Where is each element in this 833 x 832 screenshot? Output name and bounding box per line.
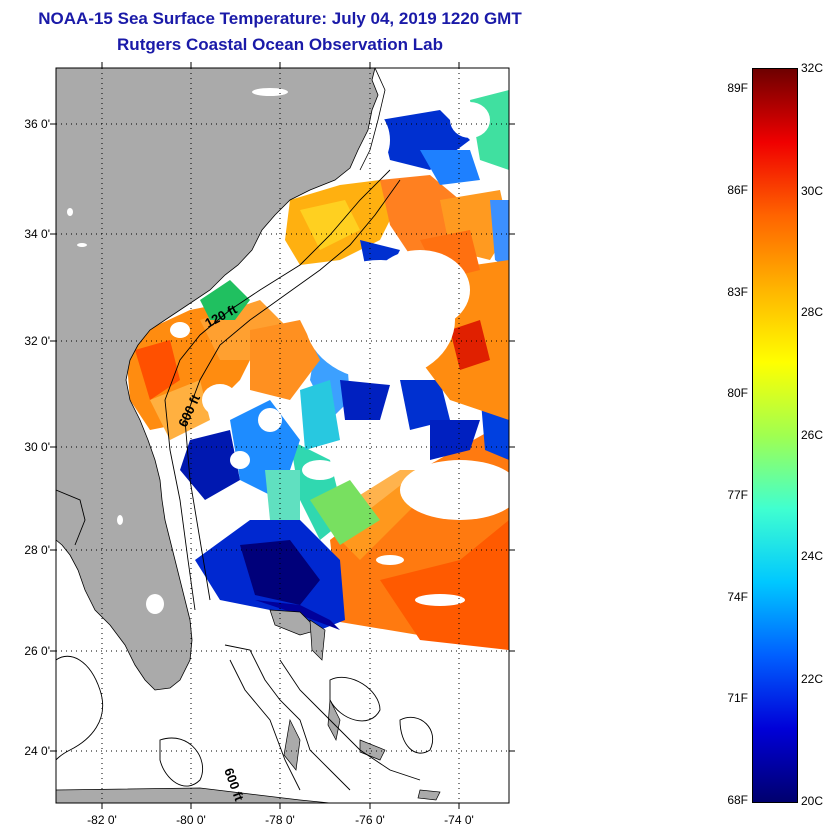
lat-label-26: 26 0' [24, 644, 50, 658]
bathymetry-contours [56, 169, 434, 791]
outer-banks [359, 68, 386, 171]
sst-swath [125, 90, 509, 650]
bahamas [269, 609, 441, 801]
colorbar-label-83f: 83F [727, 285, 748, 299]
colorbar-label-74f: 74F [727, 590, 748, 604]
map-subtitle: Rutgers Coastal Ocean Observation Lab [117, 35, 443, 54]
colorbar-label-32c: 32C [801, 61, 824, 75]
cuba [56, 787, 331, 803]
colorbar-label-68f: 68F [727, 793, 748, 807]
lon-label-80: -80 0' [176, 813, 206, 827]
lat-label-28: 28 0' [24, 543, 50, 557]
colorbar-label-71f: 71F [727, 691, 748, 705]
colorbar-label-80f: 80F [727, 386, 748, 400]
lat-label-24: 24 0' [24, 744, 50, 758]
colorbar-label-86f: 86F [727, 183, 748, 197]
lon-label-78: -78 0' [265, 813, 295, 827]
lon-label-74: -74 0' [444, 813, 474, 827]
colorbar-label-20c: 20C [801, 794, 824, 808]
colorbar-label-89f: 89F [727, 81, 748, 95]
map-title: NOAA-15 Sea Surface Temperature: July 04… [38, 9, 522, 28]
land-us-florida [56, 68, 379, 691]
colorbar-label-26c: 26C [801, 428, 824, 442]
colorbar-label-24c: 24C [801, 549, 824, 563]
colorbar-label-22c: 22C [801, 672, 824, 686]
colorbar-label-28c: 28C [801, 305, 824, 319]
temperature-colorbar [752, 68, 798, 803]
lake-okeechobee [146, 594, 164, 614]
graticule [56, 68, 509, 803]
lat-label-36: 36 0' [24, 117, 50, 131]
axis-ticks [50, 62, 515, 809]
lat-label-30: 30 0' [24, 440, 50, 454]
inland-lakes [67, 88, 288, 525]
lat-label-34: 34 0' [24, 227, 50, 241]
lon-label-76: -76 0' [355, 813, 385, 827]
lat-label-32: 32 0' [24, 334, 50, 348]
map-frame [55, 67, 510, 804]
lon-label-82: -82 0' [87, 813, 117, 827]
colorbar-label-30c: 30C [801, 184, 824, 198]
colorbar-label-77f: 77F [727, 488, 748, 502]
